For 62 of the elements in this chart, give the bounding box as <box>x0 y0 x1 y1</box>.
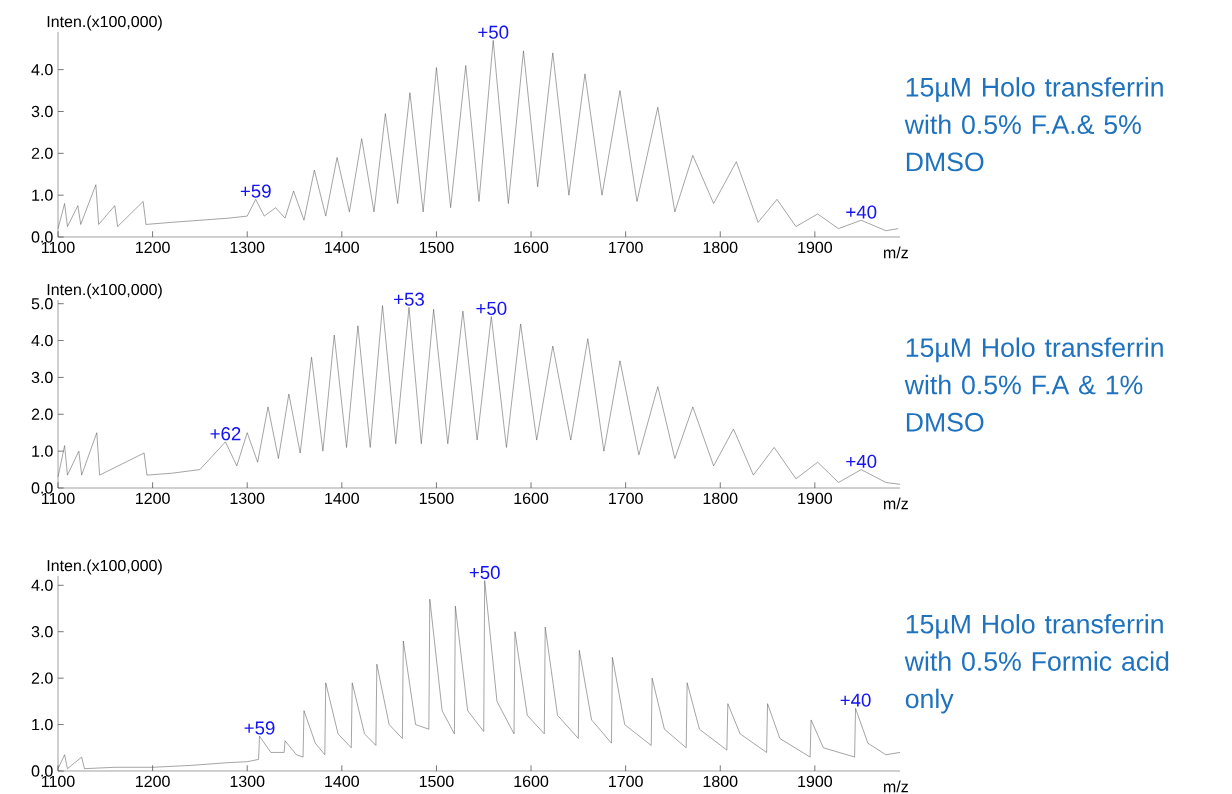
x-tick-label: 1800 <box>703 492 738 505</box>
y-tick-label: 4.0 <box>31 63 53 76</box>
x-tick-label: 1500 <box>419 492 454 505</box>
text: 15µM Holo transferrin with 0.5% F.A & 1% DMSO <box>904 337 1163 432</box>
annotation: +40 <box>840 693 871 707</box>
y-tick-label: 1.0 <box>32 189 53 201</box>
y-tick-label: 3.0 <box>31 626 53 638</box>
y-tick-label: 0.0 <box>31 231 53 243</box>
x-tick-label: 1400 <box>325 241 359 254</box>
text: 15µM Holo transferrin with 0.5% Formic acid only <box>904 613 1169 714</box>
annotation: +40 <box>846 454 877 468</box>
y-tick-label: 0.0 <box>31 482 53 494</box>
annotation: +50 <box>476 301 507 315</box>
y-tick-label: 1.0 <box>32 718 53 731</box>
x-axis-title: m/z <box>884 497 908 510</box>
x-tick-label: 1200 <box>136 492 170 505</box>
y-axis-title: Inten.(x100,000) <box>47 15 162 31</box>
x-tick-label: 1300 <box>230 775 265 788</box>
x-tick-label: 1700 <box>609 775 643 788</box>
y-tick-label: 2.0 <box>31 408 53 420</box>
x-tick-label: 1300 <box>230 241 265 254</box>
y-tick-label: 0.0 <box>31 765 53 777</box>
x-tick-label: 1100 <box>42 492 75 505</box>
x-tick-label: 1500 <box>419 775 454 788</box>
y-tick-label: 1.0 <box>32 445 53 457</box>
x-tick-label: 1300 <box>230 492 265 505</box>
x-tick-label: 1800 <box>703 241 738 254</box>
annotation: +59 <box>244 721 275 735</box>
y-tick-label: 5.0 <box>31 298 53 310</box>
x-tick-label: 1400 <box>325 492 359 505</box>
x-tick-label: 1600 <box>514 775 549 788</box>
x-tick-label: 1700 <box>609 492 643 505</box>
y-tick-label: 4.0 <box>31 579 53 591</box>
x-tick-label: 1100 <box>42 775 75 788</box>
x-tick-label: 1600 <box>514 241 549 254</box>
annotation: +59 <box>240 184 271 198</box>
x-tick-label: 1900 <box>798 775 833 788</box>
y-tick-label: 3.0 <box>31 371 53 384</box>
annotation: +50 <box>478 25 509 39</box>
x-tick-label: 1700 <box>609 241 643 254</box>
y-axis-title: Inten.(x100,000) <box>47 283 162 299</box>
x-tick-label: 1200 <box>136 775 170 788</box>
annotation: +62 <box>210 427 241 441</box>
y-axis-title: Inten.(x100,000) <box>47 559 162 575</box>
y-tick-label: 4.0 <box>31 334 53 347</box>
y-tick-label: 3.0 <box>31 105 53 118</box>
annotation: +50 <box>469 565 500 580</box>
y-tick-label: 2.0 <box>31 147 53 159</box>
text: 15µM Holo transferrin with 0.5% F.A.& 5% DMSO <box>904 77 1163 172</box>
x-axis-title: m/z <box>884 780 908 793</box>
x-tick-label: 1100 <box>42 241 75 254</box>
x-tick-label: 1900 <box>798 241 833 254</box>
y-tick-label: 2.0 <box>31 672 53 684</box>
annotation: +53 <box>394 292 424 306</box>
x-tick-label: 1400 <box>325 775 359 788</box>
annotation: +40 <box>846 205 877 219</box>
x-tick-label: 1900 <box>798 492 833 505</box>
x-tick-label: 1800 <box>703 775 738 788</box>
x-axis-title: m/z <box>884 246 908 259</box>
x-tick-label: 1500 <box>419 241 454 254</box>
x-tick-label: 1200 <box>136 241 170 254</box>
x-tick-label: 1600 <box>514 492 549 505</box>
